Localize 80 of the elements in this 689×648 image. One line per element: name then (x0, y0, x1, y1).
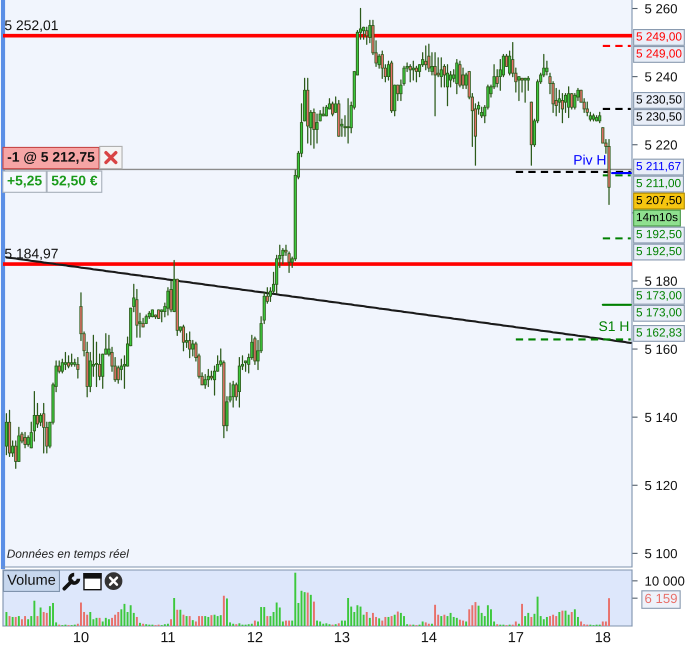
series-label: Piv H (574, 154, 606, 165)
ref-line-label: 5 252,01 (4, 20, 58, 32)
y-tick-label: 6 159 (645, 594, 677, 604)
y-tick-label: 5 120 (645, 480, 677, 490)
candlestick (39, 413, 42, 426)
data-label: 5 249,00 (636, 32, 682, 42)
candlestick (324, 104, 328, 116)
candlestick (281, 248, 284, 265)
y-tick-label: 5 160 (645, 344, 677, 354)
candlestick (517, 76, 521, 102)
chart-title: Volume (7, 574, 56, 585)
data-label: 5 162,83 (636, 328, 682, 338)
candlestick (440, 57, 443, 88)
y-tick-label: 5 240 (645, 72, 677, 82)
data-label: 5 230,50 (636, 112, 682, 122)
series-label: S1 H (599, 321, 628, 332)
data-label: 5 173,00 (636, 291, 682, 301)
candlestick (346, 98, 350, 144)
candlestick (598, 112, 602, 124)
x-tick-label: 17 (508, 632, 524, 642)
candlestick (434, 52, 437, 116)
candlestick (23, 432, 27, 448)
data-label: 5 230,50 (636, 95, 682, 106)
y-tick-label: 5 220 (645, 140, 677, 150)
y-tick-label: 5 100 (645, 548, 677, 558)
data-label: 5 249,00 (636, 49, 682, 60)
y-tick-label: 5 260 (645, 4, 677, 14)
data-label: 5 173,00 (636, 308, 682, 318)
candlestick (455, 58, 458, 94)
candlestick (412, 60, 415, 81)
y-tick-label: 10 000 (646, 576, 684, 586)
annotation: 52,50 € (52, 176, 98, 188)
candlestick (424, 45, 428, 70)
candlestick (42, 402, 46, 454)
x-tick-label: 18 (596, 632, 610, 642)
candlestick (26, 435, 30, 447)
data-label: 5 192,50 (636, 230, 682, 240)
data-label: 5 211,00 (636, 178, 681, 189)
candlestick (446, 64, 450, 106)
candlestick (66, 355, 70, 368)
candlestick (64, 352, 68, 370)
candlestick (4, 413, 8, 456)
candlestick (166, 287, 170, 316)
candlestick (206, 368, 210, 388)
x-tick-label: 11 (161, 632, 175, 642)
annotation: +5,25 (8, 176, 42, 188)
candlestick (567, 86, 570, 118)
candlestick (36, 402, 40, 428)
candlestick (312, 108, 316, 149)
candlestick (520, 78, 524, 93)
candlestick (169, 280, 173, 312)
candlestick (560, 93, 564, 124)
x-tick-label: 14 (422, 632, 437, 642)
x-tick-label: 13 (334, 632, 350, 642)
annotation: Données en temps réel (7, 549, 130, 560)
data-label: 5 211,67 (636, 162, 680, 172)
candlestick (449, 70, 452, 88)
candlestick (232, 380, 235, 408)
x-tick-label: 10 (74, 632, 89, 642)
annotation: -1 @ 5 212,75 (8, 152, 94, 164)
candlestick (427, 44, 430, 72)
candlestick (330, 102, 334, 116)
candlestick (545, 60, 548, 76)
ref-line-label: 5 184,97 (4, 248, 58, 260)
y-tick-label: 5 180 (645, 276, 677, 286)
candlestick (408, 64, 412, 82)
candlestick (188, 331, 192, 358)
data-label: 5 192,50 (636, 246, 682, 257)
candlestick (76, 356, 80, 379)
y-tick-label: 5 140 (645, 412, 677, 422)
candlestick (315, 113, 319, 144)
candlestick (380, 50, 384, 79)
candlestick (343, 115, 347, 137)
candlestick (182, 324, 186, 352)
text: 14m10s (636, 212, 678, 222)
candlestick (461, 67, 465, 90)
candlestick (524, 78, 527, 103)
x-tick-label: 12 (248, 632, 262, 642)
candlestick (70, 354, 74, 367)
text: 5 207,50 (636, 196, 682, 206)
